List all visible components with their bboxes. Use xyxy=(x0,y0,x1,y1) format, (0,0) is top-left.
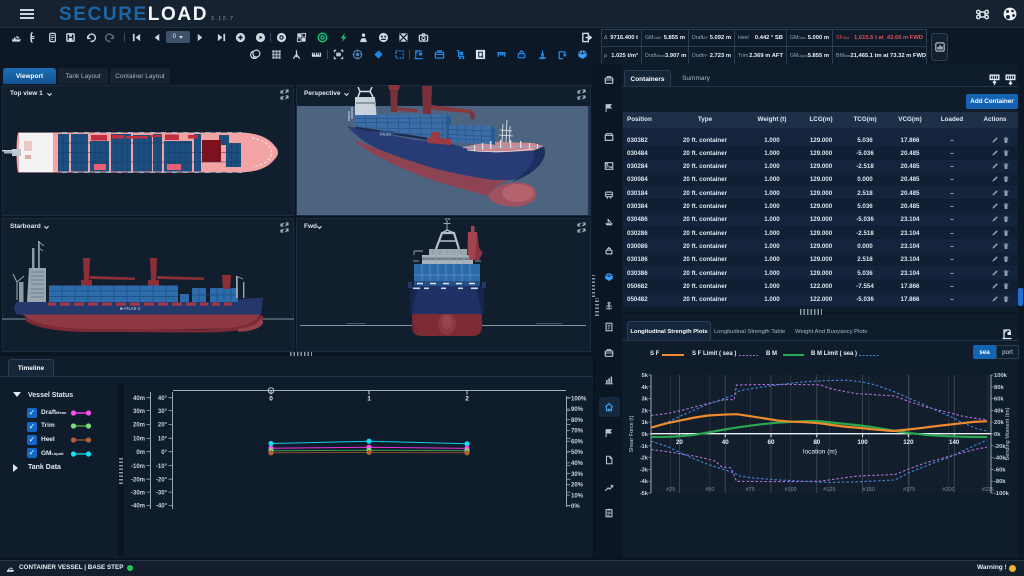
svg-text:60k: 60k xyxy=(994,397,1004,403)
svg-text:5k: 5k xyxy=(642,373,649,379)
svg-text:10°: 10° xyxy=(158,437,168,443)
svg-text:100k: 100k xyxy=(994,373,1008,379)
svg-text:40m: 40m xyxy=(133,396,145,402)
svg-text:40%: 40% xyxy=(571,461,584,467)
svg-text:0m: 0m xyxy=(136,450,145,456)
svg-text:140: 140 xyxy=(949,439,960,446)
svg-text:■ ATLAS V: ■ ATLAS V xyxy=(120,306,141,311)
svg-text:1k: 1k xyxy=(642,420,649,426)
svg-text:-4k: -4k xyxy=(640,479,649,485)
svg-text:-5k: -5k xyxy=(640,491,649,497)
svg-text:Shear Force (t): Shear Force (t) xyxy=(629,415,635,452)
svg-text:0: 0 xyxy=(269,396,273,403)
svg-text:-1k: -1k xyxy=(640,444,649,450)
svg-text:20°: 20° xyxy=(158,423,168,429)
svg-text:Bending Moment (tm): Bending Moment (tm) xyxy=(1005,407,1011,460)
svg-text:20m: 20m xyxy=(133,423,145,429)
svg-text:-10m: -10m xyxy=(131,464,145,470)
svg-text:-3k: -3k xyxy=(640,467,649,473)
svg-text:-60k: -60k xyxy=(994,467,1006,473)
svg-text:#175: #175 xyxy=(903,487,915,493)
svg-text:30m: 30m xyxy=(133,409,145,415)
svg-text:0k: 0k xyxy=(994,432,1001,438)
svg-text:-2k: -2k xyxy=(640,456,649,462)
svg-text:40k: 40k xyxy=(994,408,1004,414)
svg-text:-20m: -20m xyxy=(131,477,145,483)
svg-text:#25: #25 xyxy=(666,487,675,493)
svg-text:2: 2 xyxy=(465,396,469,403)
svg-text:0°: 0° xyxy=(161,450,167,456)
svg-text:20: 20 xyxy=(676,439,683,446)
svg-text:#200: #200 xyxy=(942,487,954,493)
svg-text:-40k: -40k xyxy=(994,456,1006,462)
svg-text:#150: #150 xyxy=(863,487,875,493)
svg-text:90%: 90% xyxy=(571,407,584,413)
svg-text:-40m: -40m xyxy=(131,504,145,510)
svg-text:-30m: -30m xyxy=(131,490,145,496)
svg-text:#100: #100 xyxy=(784,487,796,493)
svg-text:#225: #225 xyxy=(982,487,994,493)
svg-text:50%: 50% xyxy=(571,450,584,456)
svg-text:ATLAS: ATLAS xyxy=(380,133,391,137)
svg-text:80: 80 xyxy=(813,439,820,446)
svg-text:40: 40 xyxy=(722,439,729,446)
svg-text:100: 100 xyxy=(857,439,868,446)
svg-text:#50: #50 xyxy=(705,487,714,493)
svg-text:10m: 10m xyxy=(133,437,145,443)
svg-text:100%: 100% xyxy=(571,396,587,402)
svg-text:60: 60 xyxy=(768,439,775,446)
svg-text:70%: 70% xyxy=(571,429,584,435)
svg-text:-20°: -20° xyxy=(156,477,168,483)
svg-text:20%: 20% xyxy=(571,483,584,489)
svg-text:30%: 30% xyxy=(571,472,584,478)
svg-text:-80k: -80k xyxy=(994,479,1006,485)
svg-text:-100k: -100k xyxy=(994,491,1010,497)
svg-text:80%: 80% xyxy=(571,418,584,424)
svg-text:-30°: -30° xyxy=(156,490,168,496)
svg-text:4k: 4k xyxy=(642,385,649,391)
svg-text:0k: 0k xyxy=(642,432,649,438)
svg-text:20k: 20k xyxy=(994,420,1004,426)
svg-text:-20k: -20k xyxy=(994,444,1006,450)
svg-text:2k: 2k xyxy=(642,408,649,414)
svg-text:location (m): location (m) xyxy=(803,449,837,456)
svg-text:10%: 10% xyxy=(571,493,584,499)
svg-text:30°: 30° xyxy=(158,409,168,415)
svg-text:3k: 3k xyxy=(642,397,649,403)
svg-text:#125: #125 xyxy=(823,487,835,493)
svg-text:-40°: -40° xyxy=(156,504,168,510)
svg-text:#75: #75 xyxy=(746,487,755,493)
svg-text:0%: 0% xyxy=(571,504,580,510)
svg-text:120: 120 xyxy=(903,439,914,446)
svg-text:1: 1 xyxy=(367,396,371,403)
svg-text:80k: 80k xyxy=(994,385,1004,391)
svg-text:-10°: -10° xyxy=(156,464,168,470)
svg-text:60%: 60% xyxy=(571,440,584,446)
svg-text:40°: 40° xyxy=(158,396,168,402)
